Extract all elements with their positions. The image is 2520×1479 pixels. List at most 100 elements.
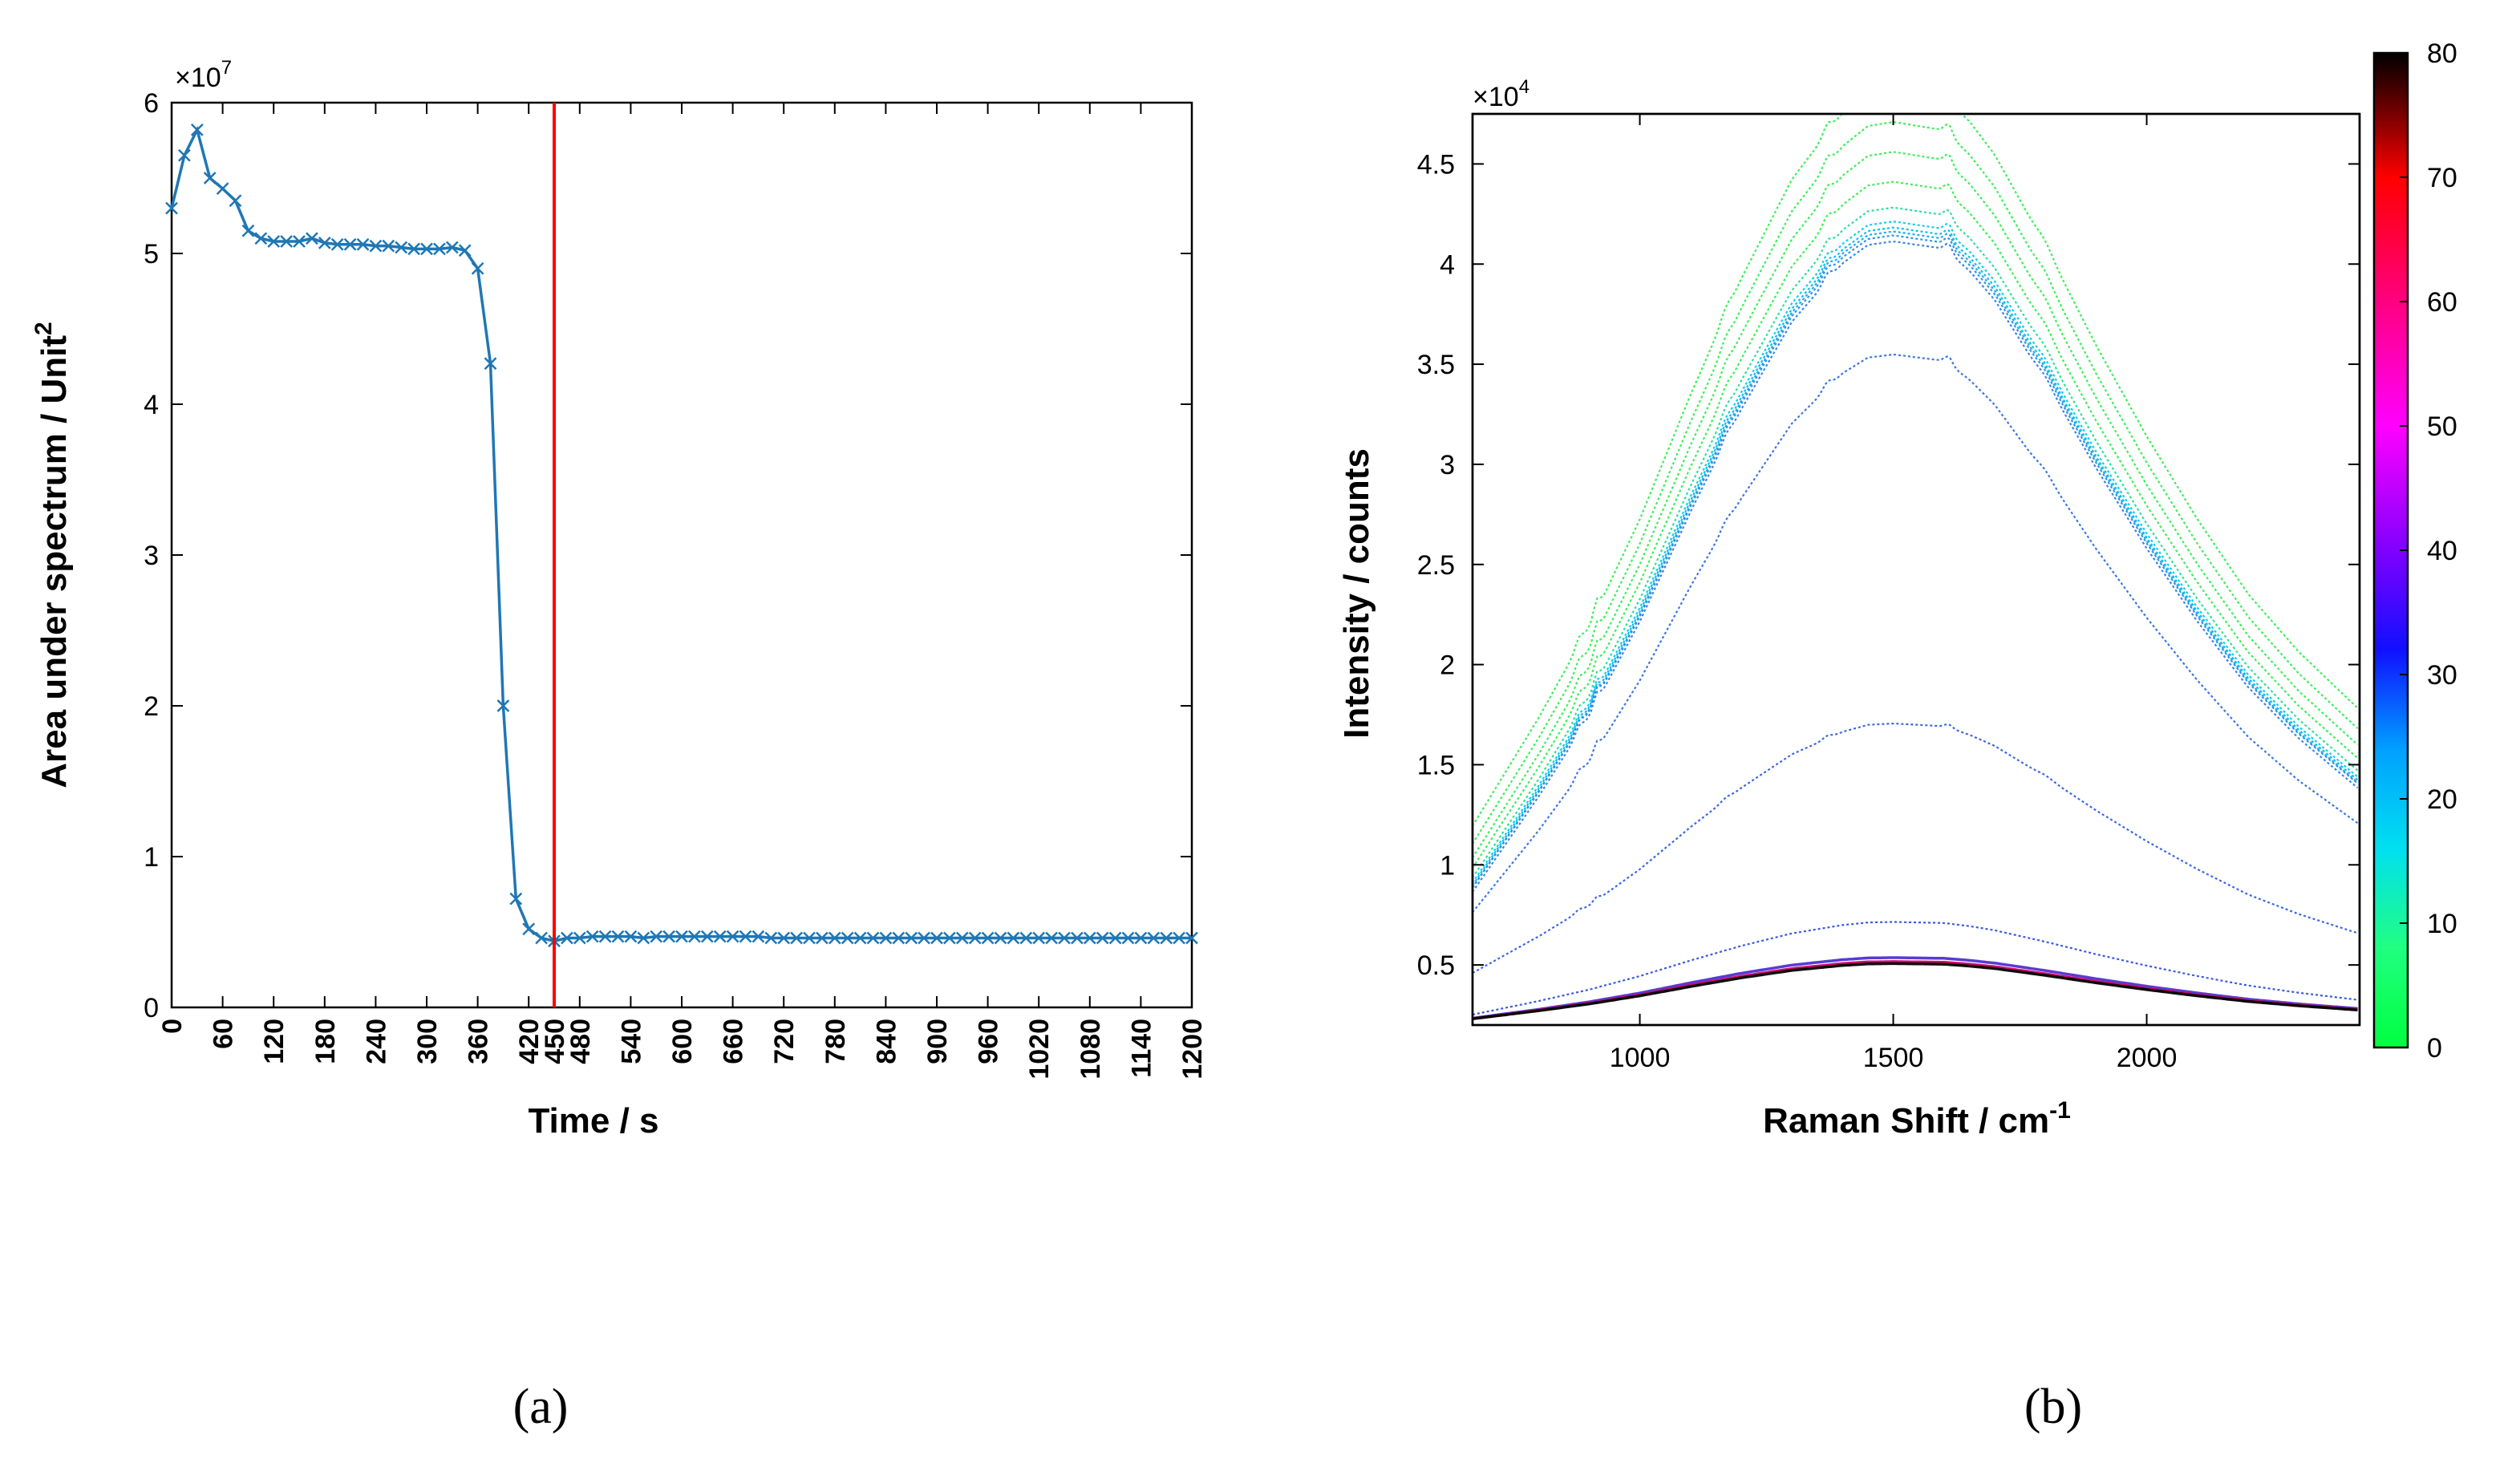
spectra-group: [1473, 114, 2359, 1021]
x-tick-label-a: 1140: [1126, 1019, 1157, 1078]
data-point-marker-a: [165, 201, 178, 215]
data-point-marker-a: [293, 235, 306, 248]
data-point-marker-a: [496, 699, 510, 712]
data-point-marker-a: [241, 224, 255, 237]
y-tick-label-a: 1: [144, 842, 159, 873]
plot-area-b: [1471, 112, 2361, 1027]
data-point-marker-a: [803, 931, 816, 945]
data-point-marker-a: [343, 237, 357, 251]
x-tick-label-a: 960: [974, 1019, 1004, 1064]
data-point-marker-a: [841, 931, 854, 945]
data-point-marker-a: [1185, 931, 1198, 945]
y-axis-label-a: Area under spectrum / Unit2: [30, 322, 74, 788]
data-point-marker-a: [535, 931, 548, 945]
data-point-marker-a: [1160, 931, 1173, 945]
y-tick-label-a: 6: [144, 88, 159, 119]
data-point-marker-a: [764, 931, 778, 945]
data-point-marker-a: [229, 194, 242, 208]
spectrum-line-t40: [1473, 956, 2358, 1020]
data-point-marker-a: [178, 148, 191, 162]
data-point-marker-a: [892, 931, 905, 945]
spectrum-line-t14: [1473, 221, 2359, 884]
x-tick-label-a: 1080: [1076, 1019, 1106, 1080]
data-point-marker-a: [585, 930, 599, 943]
x-tick-label-a: 180: [310, 1019, 341, 1064]
data-point-marker-a: [905, 931, 918, 945]
y-tick-label-a: 3: [144, 541, 159, 571]
data-point-marker-a: [981, 931, 995, 945]
spectrum-line-t30: [1473, 921, 2358, 1016]
y-axis-label-b: Intensity / counts: [1337, 448, 1376, 739]
data-point-marker-a: [190, 123, 204, 136]
data-point-marker-a: [853, 931, 867, 945]
data-point-marker-a: [930, 931, 943, 945]
y-tick-label-a: 5: [144, 239, 159, 269]
x-tick-label-a: 0: [157, 1019, 188, 1034]
data-point-marker-a: [650, 930, 663, 943]
x-tick-label-b: 1500: [1863, 1043, 1924, 1073]
data-point-marker-a: [1045, 931, 1058, 945]
colorbar-tick-label: 10: [2427, 909, 2457, 939]
data-point-marker-a: [816, 931, 829, 945]
data-point-marker-a: [573, 931, 586, 945]
y-tick-label-b: 2.5: [1417, 550, 1455, 581]
data-point-marker-a: [662, 930, 675, 943]
spectrum-line-t16: [1473, 226, 2359, 886]
x-tick-label-a: 600: [667, 1019, 698, 1064]
data-point-marker-a: [598, 930, 612, 943]
y-tick-label-b: 0.5: [1417, 950, 1455, 981]
data-point-marker-a: [306, 232, 318, 245]
x-tick-label-a: 720: [769, 1019, 800, 1064]
x-axis-label-a: Time / s: [528, 1101, 658, 1141]
data-point-marker-a: [522, 922, 536, 936]
data-point-marker-a: [509, 892, 523, 906]
y-exponent-a: ×107: [175, 57, 232, 93]
data-point-marker-a: [1007, 931, 1020, 945]
data-point-marker-a: [1108, 931, 1122, 945]
data-point-marker-a: [624, 930, 638, 943]
data-point-marker-a: [458, 244, 472, 257]
x-tick-label-a: 360: [464, 1019, 494, 1064]
data-point-marker-a: [420, 242, 433, 256]
data-point-marker-a: [968, 931, 982, 945]
x-tick-label-a: 420: [514, 1019, 545, 1064]
data-point-marker-a: [790, 931, 803, 945]
data-point-marker-a: [726, 930, 739, 943]
colorbar-tick-label: 20: [2427, 784, 2457, 815]
colorbar-tick-label: 30: [2427, 660, 2457, 691]
spectrum-line-t8: [1473, 180, 2359, 869]
spectrum-line-t10: [1473, 206, 2359, 878]
data-point-marker-a: [1147, 931, 1161, 945]
colorbar-tick-label: 40: [2427, 536, 2457, 566]
data-point-marker-a: [994, 931, 1007, 945]
data-point-marker-a: [216, 182, 229, 196]
x-tick-label-b: 1000: [1610, 1043, 1671, 1073]
data-point-marker-a: [752, 930, 765, 943]
data-point-marker-a: [700, 930, 714, 943]
x-tick-label-a: 660: [719, 1019, 749, 1064]
data-point-marker-a: [280, 235, 293, 248]
data-point-marker-a: [943, 931, 956, 945]
y-tick-label-b: 1.5: [1417, 750, 1455, 780]
data-point-marker-a: [484, 357, 497, 371]
data-point-marker-a: [1121, 931, 1135, 945]
data-point-marker-a: [433, 242, 446, 256]
y-tick-label-b: 3: [1440, 450, 1455, 480]
y-tick-label-a: 2: [144, 691, 159, 722]
data-point-marker-a: [254, 232, 268, 245]
panel-label-b: (b): [2024, 1380, 2082, 1434]
data-point-marker-a: [407, 242, 420, 256]
x-tick-label-a: 1020: [1024, 1019, 1055, 1080]
data-point-marker-a: [1134, 931, 1148, 945]
y-tick-label-b: 2: [1440, 650, 1455, 681]
data-point-marker-a: [1058, 931, 1071, 945]
raman-spectra-chart: 0.5 1 1.5 2 2.5 3 3.5 4 4.5 1000 1500 2000 ×104 In…: [1337, 38, 2457, 1141]
x-tick-label-a: 1200: [1177, 1019, 1208, 1080]
data-point-marker-a: [828, 931, 841, 945]
data-point-marker-a: [675, 930, 688, 943]
x-tick-label-a: 900: [922, 1019, 953, 1064]
data-point-marker-a: [318, 236, 331, 249]
y-tick-label-a: 4: [144, 390, 159, 420]
